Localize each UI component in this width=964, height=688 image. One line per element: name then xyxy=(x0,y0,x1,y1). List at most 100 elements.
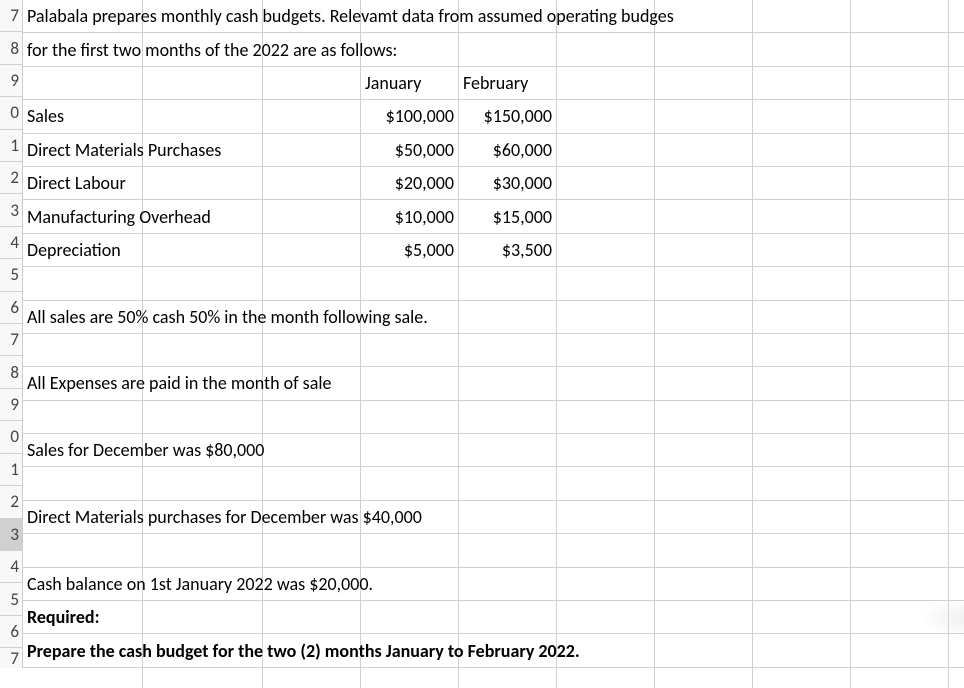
cell[interactable] xyxy=(949,668,964,688)
cell[interactable]: $5,000 xyxy=(361,234,459,266)
cell[interactable] xyxy=(753,534,851,566)
cell[interactable] xyxy=(655,634,753,666)
cell[interactable] xyxy=(851,501,949,533)
cell[interactable] xyxy=(557,334,655,366)
cell[interactable] xyxy=(851,134,949,166)
cell[interactable] xyxy=(143,267,263,299)
cell[interactable] xyxy=(557,33,655,65)
cell[interactable] xyxy=(361,534,459,566)
cell[interactable] xyxy=(753,200,851,232)
cell[interactable] xyxy=(949,234,964,266)
cell[interactable] xyxy=(753,301,851,333)
cell[interactable] xyxy=(655,301,753,333)
cell[interactable] xyxy=(949,534,964,566)
cell[interactable] xyxy=(143,234,263,266)
cell[interactable] xyxy=(263,668,361,688)
row-header[interactable]: 9 xyxy=(0,389,22,421)
cell[interactable]: $20,000 xyxy=(361,167,459,199)
cell[interactable] xyxy=(557,100,655,132)
cell[interactable]: $150,000 xyxy=(459,100,557,132)
cell[interactable] xyxy=(851,67,949,99)
cell[interactable] xyxy=(557,401,655,433)
row-header[interactable]: 7 xyxy=(0,0,22,32)
cell[interactable] xyxy=(753,401,851,433)
cell[interactable] xyxy=(851,267,949,299)
cell[interactable] xyxy=(949,267,964,299)
cell[interactable] xyxy=(655,334,753,366)
cell[interactable] xyxy=(655,467,753,499)
cell[interactable] xyxy=(655,267,753,299)
cell[interactable] xyxy=(143,467,263,499)
cell[interactable] xyxy=(263,167,361,199)
cell[interactable] xyxy=(753,33,851,65)
cell[interactable] xyxy=(949,67,964,99)
cell[interactable]: Cash balance on 1st January 2022 was $20… xyxy=(23,568,143,600)
row-header[interactable]: 9 xyxy=(0,65,22,97)
cell[interactable] xyxy=(459,434,557,466)
cell[interactable] xyxy=(655,200,753,232)
cell[interactable] xyxy=(753,234,851,266)
cell[interactable] xyxy=(753,0,851,32)
cell[interactable] xyxy=(753,167,851,199)
cell[interactable] xyxy=(459,401,557,433)
cell[interactable] xyxy=(753,434,851,466)
cell[interactable] xyxy=(23,67,143,99)
cell[interactable] xyxy=(655,33,753,65)
cell[interactable] xyxy=(655,601,753,633)
cell[interactable] xyxy=(851,367,949,399)
cell[interactable] xyxy=(949,134,964,166)
row-header[interactable]: 7 xyxy=(0,324,22,356)
row-header[interactable]: 4 xyxy=(0,227,22,259)
cell[interactable] xyxy=(557,67,655,99)
cell[interactable]: $30,000 xyxy=(459,167,557,199)
cell[interactable] xyxy=(655,67,753,99)
cell[interactable] xyxy=(23,334,143,366)
cell[interactable] xyxy=(949,167,964,199)
cell[interactable] xyxy=(557,367,655,399)
cell[interactable] xyxy=(23,534,143,566)
row-header[interactable]: 1 xyxy=(0,130,22,162)
cell[interactable] xyxy=(459,668,557,688)
cell[interactable] xyxy=(753,568,851,600)
cell[interactable]: $3,500 xyxy=(459,234,557,266)
cell[interactable] xyxy=(851,234,949,266)
cell[interactable] xyxy=(361,334,459,366)
row-header[interactable]: 0 xyxy=(0,421,22,453)
row-header[interactable]: 6 xyxy=(0,292,22,324)
cell[interactable] xyxy=(851,33,949,65)
cell[interactable] xyxy=(23,267,143,299)
cell[interactable]: All sales are 50% cash 50% in the month … xyxy=(23,301,143,333)
cell[interactable]: Palabala prepares monthly cash budgets. … xyxy=(23,0,143,32)
cell[interactable] xyxy=(949,200,964,232)
cell[interactable] xyxy=(557,467,655,499)
cell[interactable] xyxy=(459,501,557,533)
row-header[interactable]: 6 xyxy=(0,616,22,648)
cell[interactable] xyxy=(851,334,949,366)
row-header[interactable]: 0 xyxy=(0,97,22,129)
row-header[interactable]: 8 xyxy=(0,356,22,388)
cell[interactable] xyxy=(655,501,753,533)
cell[interactable] xyxy=(459,534,557,566)
cell[interactable] xyxy=(143,167,263,199)
row-header[interactable]: 7 xyxy=(0,648,22,668)
cell[interactable] xyxy=(557,434,655,466)
cell[interactable]: $10,000 xyxy=(361,200,459,232)
cell[interactable] xyxy=(361,401,459,433)
cell[interactable] xyxy=(557,501,655,533)
cell[interactable] xyxy=(851,401,949,433)
cell[interactable] xyxy=(949,33,964,65)
cell[interactable] xyxy=(143,534,263,566)
cell[interactable] xyxy=(263,100,361,132)
cell[interactable] xyxy=(851,100,949,132)
row-header[interactable]: 4 xyxy=(0,551,22,583)
cell[interactable] xyxy=(557,534,655,566)
cell[interactable] xyxy=(753,501,851,533)
cell[interactable] xyxy=(753,668,851,688)
cell[interactable] xyxy=(753,467,851,499)
cell[interactable] xyxy=(851,568,949,600)
cell[interactable] xyxy=(753,134,851,166)
cell[interactable]: $50,000 xyxy=(361,134,459,166)
cell[interactable] xyxy=(851,0,949,32)
cell[interactable] xyxy=(361,568,459,600)
cell[interactable] xyxy=(459,33,557,65)
